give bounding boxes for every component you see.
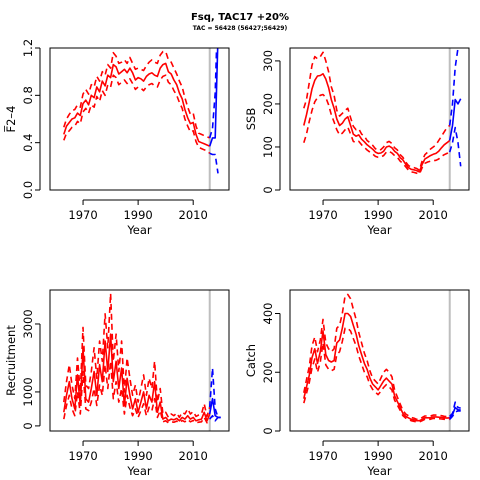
y-tick-label: 1.2 — [21, 39, 35, 57]
series-historical-median — [63, 333, 211, 422]
panel-ssb: 1970 1990 2010 0 100 200 300 Year SSB — [244, 47, 470, 237]
y-tick-label: 0.8 — [21, 86, 35, 104]
y-tick-label: 1000 — [21, 377, 35, 406]
x-tick-label: 2010 — [419, 449, 448, 463]
series-projection-upper — [208, 48, 218, 139]
y-axis-label: SSB — [244, 108, 258, 131]
figure-title: Fsq, TAC17 +20% — [191, 12, 289, 23]
panel-recruitment: 1970 1990 2010 0 1000 3000 Year Recruitment — [4, 289, 230, 478]
y-axis-label: Recruitment — [4, 325, 18, 396]
y-tick-label: 0 — [261, 186, 275, 193]
series-projection-median — [448, 98, 462, 141]
x-tick-label: 1970 — [68, 449, 97, 463]
series-historical-median — [303, 312, 450, 422]
series-historical-median — [63, 62, 211, 147]
x-tick-label: 1970 — [308, 449, 337, 463]
figure-subtitle: TAC = 56428 (56427;56429) — [193, 25, 288, 32]
y-tick-label: 200 — [261, 361, 275, 383]
plot-frame — [289, 47, 470, 191]
x-tick-label: 2010 — [179, 449, 208, 463]
plot-frame — [49, 289, 230, 432]
x-tick-label: 2010 — [419, 208, 448, 222]
series-projection-median — [449, 406, 461, 419]
y-tick-label: 0.4 — [21, 134, 35, 152]
plot-frame — [289, 289, 470, 432]
x-tick-label: 1990 — [123, 208, 152, 222]
y-tick-label: 3000 — [21, 309, 35, 338]
x-axis-label: Year — [366, 464, 392, 478]
series-projection-upper — [208, 367, 221, 419]
series-historical-upper — [63, 50, 211, 139]
x-tick-label: 1990 — [363, 449, 392, 463]
y-tick-label: 200 — [261, 93, 275, 115]
series-projection-lower — [209, 414, 221, 422]
series-projection-lower — [209, 152, 219, 174]
y-tick-label: 0 — [261, 427, 275, 434]
y-axis-label: Catch — [244, 344, 258, 377]
series-historical-upper — [63, 292, 211, 419]
x-tick-label: 2010 — [179, 208, 208, 222]
series-historical-median — [303, 73, 451, 173]
x-tick-label: 1970 — [68, 208, 97, 222]
y-tick-label: 0.0 — [21, 181, 35, 199]
series-historical-lower — [303, 327, 450, 423]
x-axis-label: Year — [126, 223, 152, 237]
series-projection-lower — [448, 126, 462, 167]
y-tick-label: 400 — [261, 303, 275, 325]
x-axis-label: Year — [366, 223, 392, 237]
panel-catch: 1970 1990 2010 0 200 400 Year Catch — [244, 289, 470, 478]
series-group — [63, 48, 219, 174]
series-projection-upper — [449, 401, 461, 417]
series-group — [303, 293, 461, 423]
panels: 1970 1990 2010 0.0 0.4 0.8 1.2 Year F̅2–4 1970 199… — [3, 39, 470, 478]
y-tick-label: 0 — [21, 422, 35, 429]
series-historical-upper — [303, 293, 450, 421]
series-projection-median — [208, 48, 219, 147]
series-historical-lower — [63, 360, 211, 424]
x-tick-label: 1970 — [308, 208, 337, 222]
series-group — [63, 292, 221, 424]
y-axis-label: F̅2–4 — [3, 106, 18, 133]
panel-fishing-mortality: 1970 1990 2010 0.0 0.4 0.8 1.2 Year F̅2–4 — [3, 39, 230, 237]
series-historical-upper — [303, 51, 451, 171]
series-historical-lower — [63, 74, 211, 154]
series-projection-lower — [449, 410, 461, 420]
series-projection-upper — [448, 48, 459, 126]
x-axis-label: Year — [126, 464, 152, 478]
series-group — [303, 48, 462, 175]
x-tick-label: 1990 — [123, 449, 152, 463]
series-historical-lower — [303, 93, 451, 175]
x-tick-label: 1990 — [363, 208, 392, 222]
y-tick-label: 100 — [261, 136, 275, 158]
y-tick-label: 300 — [261, 50, 275, 72]
plot-frame — [49, 47, 230, 191]
